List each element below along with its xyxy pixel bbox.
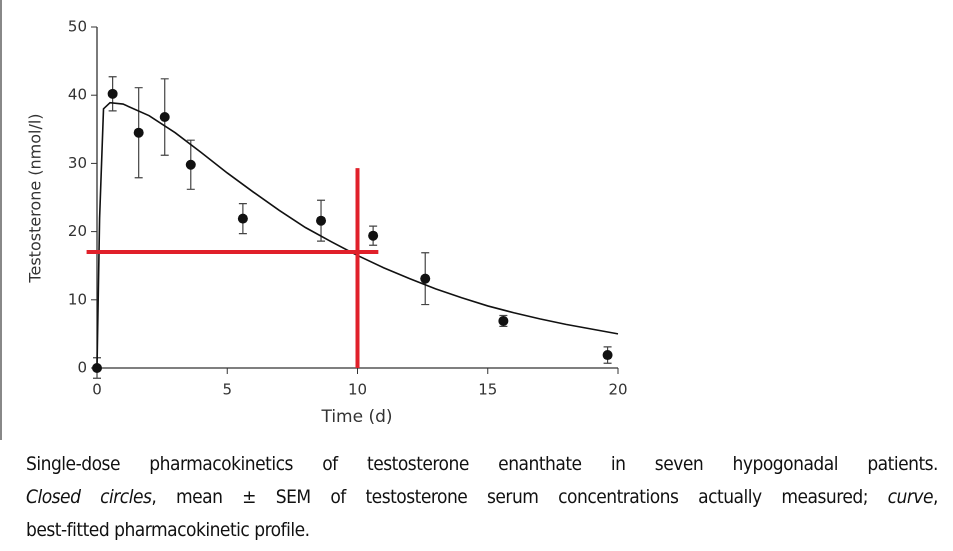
data-point (498, 315, 509, 326)
data-point (159, 112, 170, 123)
caption-text: best-fitted pharmacokinetic profile. (26, 519, 310, 541)
caption-text: , mean ± SEM of testosterone serum conce… (151, 486, 888, 508)
data-point (133, 127, 144, 138)
caption-line: best-fitted pharmacokinetic profile. (26, 514, 938, 547)
chart: Time (d) Testosterone (nmol/l) 0 10 20 30 40… (0, 0, 628, 440)
data-point (107, 88, 118, 99)
data-point (185, 159, 196, 170)
data-point (602, 350, 613, 361)
y-tick-label: 50 (68, 18, 87, 36)
x-tick-label: 10 (348, 381, 367, 399)
y-tick-label: 30 (68, 154, 87, 172)
caption-text: Closed circles (26, 486, 152, 508)
caption-line: Closed circles, mean ± SEM of testostero… (26, 481, 938, 514)
caption-text: , (933, 486, 938, 508)
y-tick-label: 10 (68, 290, 87, 308)
curve (96, 101, 619, 369)
y-tick-label: 0 (77, 359, 87, 377)
x-tick-label: 15 (478, 381, 497, 399)
caption-text: curve (887, 486, 934, 508)
caption-text: Single-dose pharmacokinetics of testoste… (26, 453, 939, 475)
caption: Single-dose pharmacokinetics of testoste… (26, 448, 939, 547)
y-tick-label: 20 (68, 222, 87, 240)
y-tick-label: 40 (68, 86, 87, 104)
caption-line: Single-dose pharmacokinetics of testoste… (26, 448, 939, 481)
x-tick-label: 0 (92, 381, 102, 399)
x-tick-label: 5 (222, 381, 232, 399)
data-point (368, 230, 379, 241)
data-point (237, 213, 248, 224)
x-tick-label: 20 (608, 381, 627, 399)
data-point (420, 273, 431, 284)
data-point (316, 215, 327, 226)
y-axis-label: Testosterone (nmol/l) (26, 113, 45, 283)
x-axis-label: Time (d) (320, 407, 392, 427)
